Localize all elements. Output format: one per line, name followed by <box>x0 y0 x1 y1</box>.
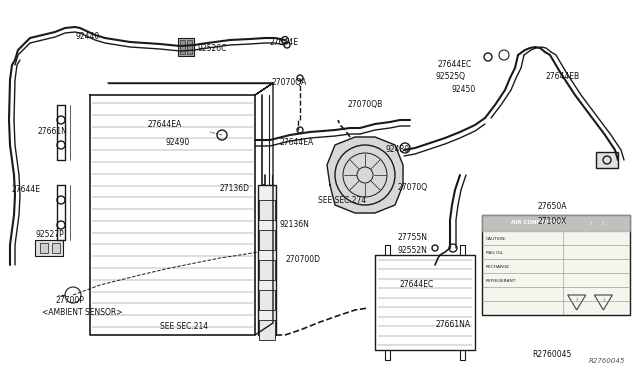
Text: 27644E: 27644E <box>12 185 41 194</box>
Text: 27644EA: 27644EA <box>148 120 182 129</box>
Text: 27650A: 27650A <box>537 202 566 211</box>
Text: (      ): ( ) <box>591 221 604 225</box>
Bar <box>187 40 192 54</box>
Text: 27070Q: 27070Q <box>397 183 427 192</box>
Text: CAUTION:: CAUTION: <box>486 237 507 241</box>
Text: 92490: 92490 <box>166 138 190 147</box>
Text: RECHARGE: RECHARGE <box>486 265 510 269</box>
Text: REFRIGERANT: REFRIGERANT <box>486 279 516 283</box>
Text: 92525Q: 92525Q <box>436 72 466 81</box>
Bar <box>178 38 194 56</box>
Bar <box>259 260 275 280</box>
Bar <box>482 215 630 315</box>
Bar <box>596 152 618 168</box>
Text: 92526C: 92526C <box>198 44 227 53</box>
Text: 27661N: 27661N <box>38 127 68 136</box>
Text: 27644EB: 27644EB <box>546 72 580 81</box>
Text: 27070QA: 27070QA <box>272 78 307 87</box>
Text: R2760045: R2760045 <box>589 358 625 364</box>
Text: 92440: 92440 <box>75 32 99 41</box>
Text: 27644E: 27644E <box>270 38 299 47</box>
Text: 92450: 92450 <box>452 85 476 94</box>
Text: 27644EA: 27644EA <box>280 138 314 147</box>
Text: !: ! <box>602 298 605 304</box>
Bar <box>180 40 185 54</box>
Text: <AMBIENT SENSOR>: <AMBIENT SENSOR> <box>42 308 122 317</box>
Bar <box>259 320 275 340</box>
Text: 27100X: 27100X <box>538 217 568 226</box>
Bar <box>35 240 63 256</box>
Text: 92136N: 92136N <box>280 220 310 229</box>
Bar <box>258 185 276 335</box>
Text: 27070QB: 27070QB <box>348 100 383 109</box>
Bar <box>259 230 275 250</box>
Text: 27644EC: 27644EC <box>400 280 435 289</box>
Text: 92480: 92480 <box>386 145 410 154</box>
Text: AIR CONDITIONER: AIR CONDITIONER <box>511 221 566 225</box>
Bar <box>52 243 60 253</box>
Text: PAG OIL: PAG OIL <box>486 251 503 255</box>
Text: 92552N: 92552N <box>398 246 428 255</box>
Text: R2760045: R2760045 <box>532 350 572 359</box>
Text: 27700P: 27700P <box>55 296 84 305</box>
Text: 27136D: 27136D <box>220 184 250 193</box>
Text: 27644EC: 27644EC <box>438 60 472 69</box>
Text: 27661NA: 27661NA <box>435 320 470 329</box>
Text: SEE SEC.274: SEE SEC.274 <box>318 196 366 205</box>
Bar <box>259 290 275 310</box>
Polygon shape <box>327 137 403 213</box>
Text: 270700D: 270700D <box>285 255 320 264</box>
Text: 27755N: 27755N <box>398 233 428 242</box>
Text: !: ! <box>575 298 578 304</box>
Bar <box>40 243 48 253</box>
Text: 92527P: 92527P <box>36 230 65 239</box>
Text: SEE SEC.214: SEE SEC.214 <box>160 322 208 331</box>
Bar <box>259 200 275 220</box>
